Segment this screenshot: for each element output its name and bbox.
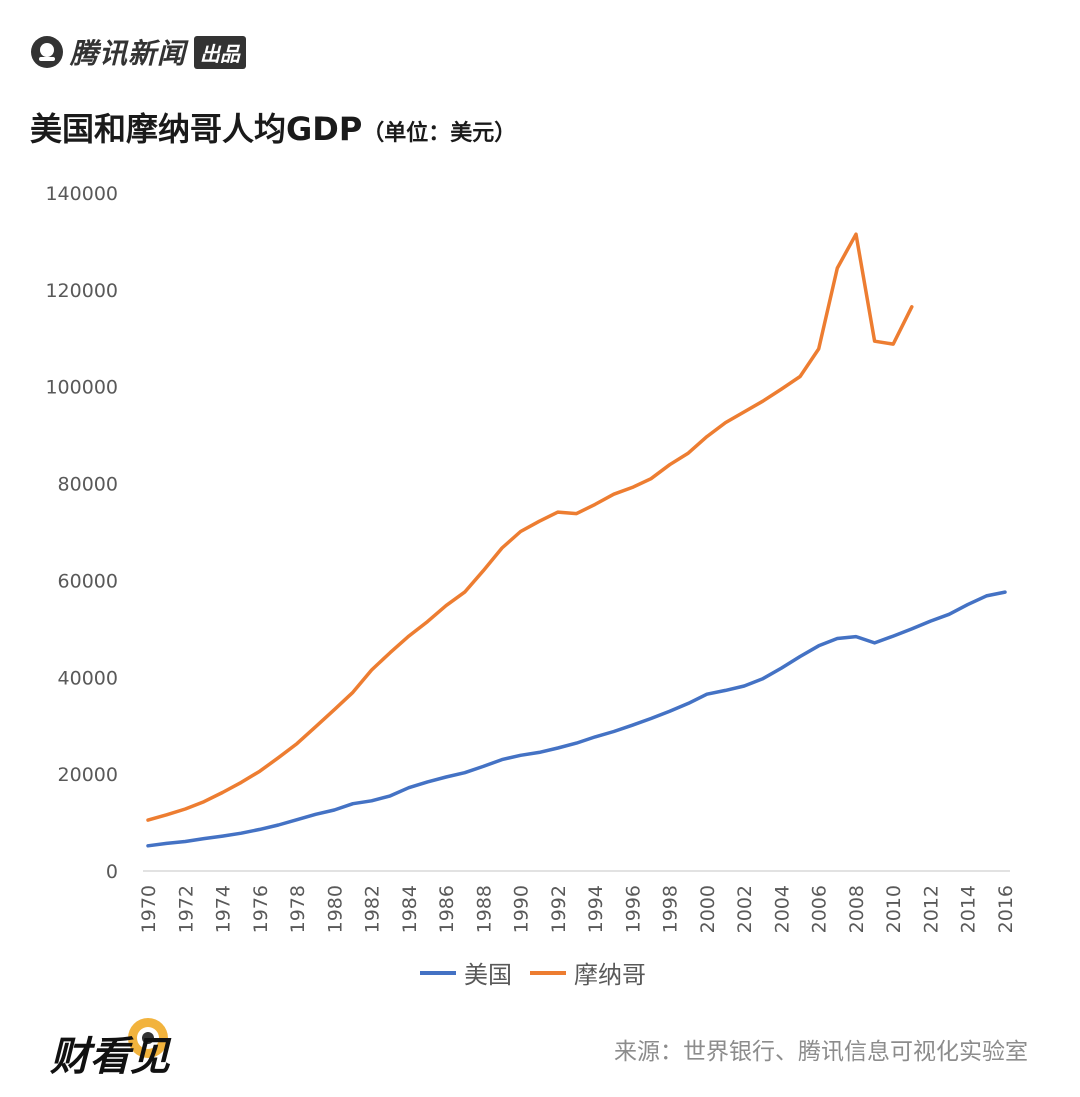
x-tick-label: 2014 [958,885,980,933]
x-tick-label: 1994 [585,885,607,933]
x-tick-label: 1986 [436,885,458,933]
x-tick-label: 2004 [771,885,793,933]
x-tick-label: 1984 [399,885,421,933]
caikanjian-logo: 财看见 [50,1018,172,1080]
chart-legend: 美国 摩纳哥 [420,955,646,990]
caikanjian-logo-text: 财看见 [50,1034,172,1080]
source-note: 来源：世界银行、腾讯信息可视化实验室 [614,1039,1028,1065]
x-tick-label: 2006 [809,885,831,933]
tencent-news-logo-icon [31,36,63,68]
series-line-usa [146,590,1007,848]
y-tick-label: 120000 [45,280,118,302]
legend-swatch-usa [420,970,456,975]
brand-header: 腾讯新闻 出品 [30,30,247,74]
x-tick-label: 1990 [511,885,533,933]
x-tick-label: 2012 [920,885,942,933]
legend-label-usa: 美国 [464,961,512,989]
x-tick-label: 1970 [138,885,160,933]
x-tick-label: 1980 [324,885,346,933]
y-tick-label: 60000 [58,570,118,592]
x-tick-label: 1982 [362,885,384,933]
series-lines [146,232,1007,848]
x-tick-label: 2002 [734,885,756,933]
chart-title: 美国和摩纳哥人均GDP（单位：美元） [30,104,516,150]
chart-title-unit: （单位：美元） [362,121,517,146]
x-tick-label: 1972 [175,885,197,933]
x-tick-label: 1976 [250,885,272,933]
legend-label-monaco: 摩纳哥 [574,961,646,989]
y-axis: 0 20000 40000 60000 80000 100000 120000 140000 [45,183,118,883]
legend-swatch-monaco [530,970,566,975]
y-tick-label: 100000 [45,377,118,399]
x-tick-label: 1988 [473,885,495,933]
x-axis: 1970 1972 1974 1976 1978 1980 1982 1984 1986 1988… [138,870,1017,933]
x-tick-label: 2008 [846,885,868,933]
x-tick-label: 2016 [995,885,1017,933]
x-tick-label: 1978 [287,885,309,933]
x-tick-label: 1974 [213,885,235,933]
x-tick-label: 1992 [548,885,570,933]
y-tick-label: 20000 [58,764,118,786]
brand-name: 腾讯新闻 [70,37,187,70]
legend-item-monaco: 摩纳哥 [530,955,646,990]
x-tick-label: 2010 [883,885,905,933]
y-tick-label: 0 [106,861,118,883]
y-tick-label: 80000 [58,474,118,496]
legend-item-usa: 美国 [420,955,512,990]
brand-badge: 出品 [194,35,247,69]
chart-title-main: 美国和摩纳哥人均GDP [30,110,363,148]
x-tick-label: 2000 [697,885,719,933]
x-tick-label: 1998 [660,885,682,933]
series-line-monaco [146,232,914,822]
y-tick-label: 40000 [58,667,118,689]
y-tick-label: 140000 [45,183,118,205]
x-tick-label: 1996 [622,885,644,933]
